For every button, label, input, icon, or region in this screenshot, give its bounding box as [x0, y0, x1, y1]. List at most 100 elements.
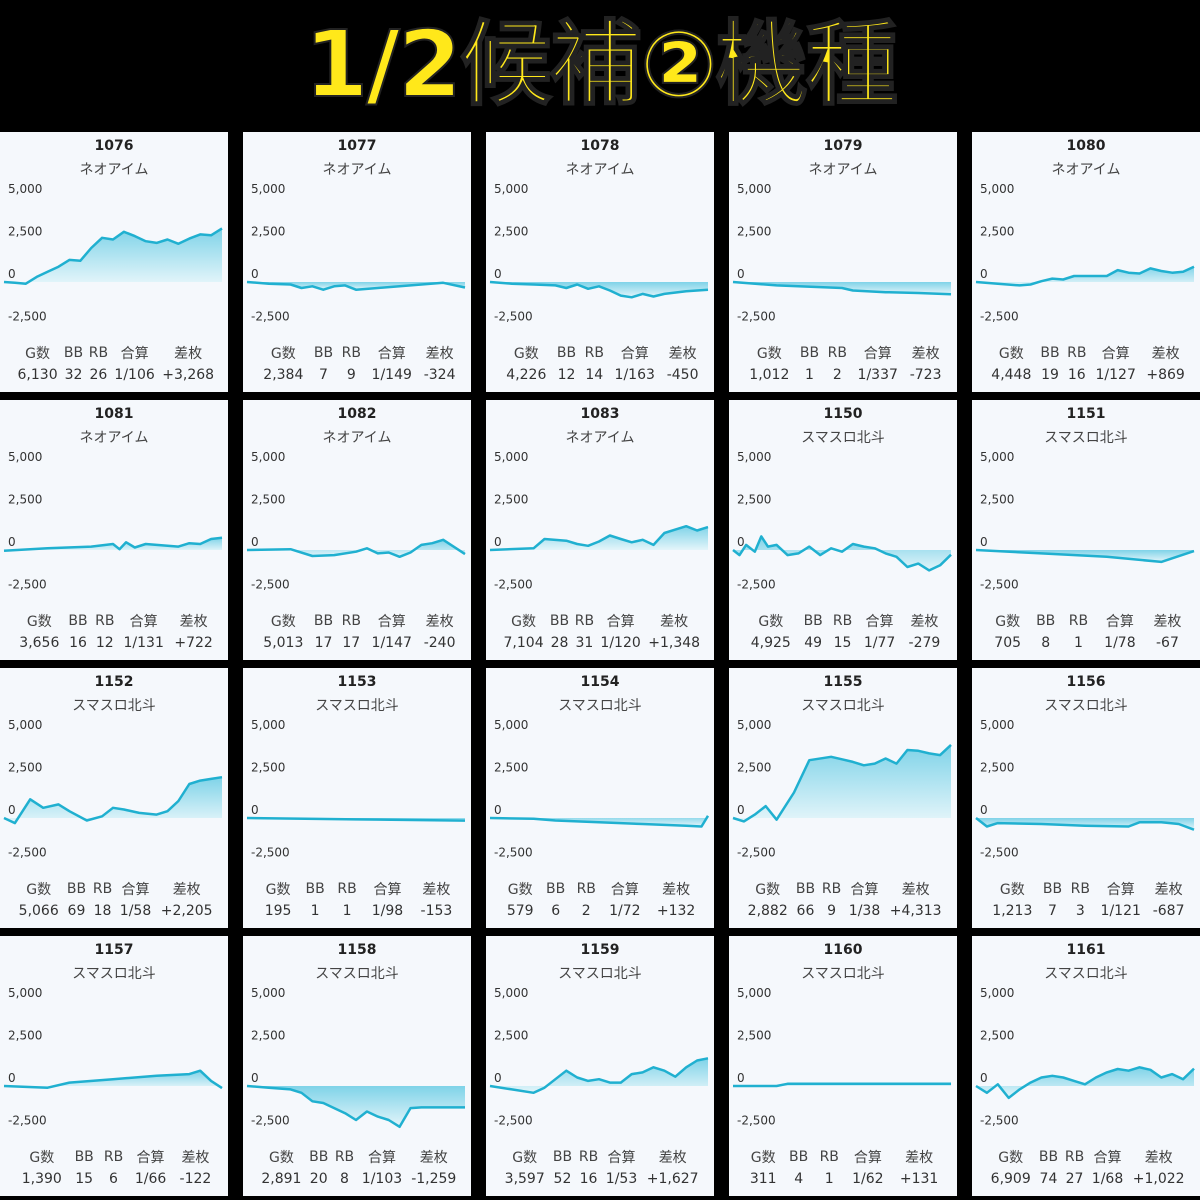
- stat-value-rb: 9: [827, 903, 837, 919]
- stat-header: G数: [270, 614, 296, 630]
- stat-header: BB: [74, 1149, 94, 1165]
- y-tick-label: 5,000: [251, 986, 285, 1000]
- y-tick-label: 0: [8, 803, 16, 817]
- stat-header: 合算: [129, 614, 158, 630]
- machine-id: 1151: [1066, 406, 1106, 422]
- stat-header: 差枚: [179, 614, 208, 630]
- machine-name: ネオアイム: [1051, 162, 1121, 178]
- stat-value-gousan: 1/106: [114, 367, 155, 383]
- series-line: [246, 280, 466, 291]
- stat-header: G数: [268, 1150, 294, 1166]
- stat-value-bb: 52: [553, 1171, 572, 1187]
- stat-value-rb: 8: [340, 1171, 349, 1187]
- series-line: [246, 538, 466, 559]
- y-tick-label: 2,500: [737, 493, 771, 507]
- stat-value-g: 1,012: [749, 367, 790, 383]
- machine-id: 1158: [337, 942, 377, 958]
- stats-table: G数 BB RB 合算 差枚 1,012 1 2 1/337 -723: [743, 342, 947, 386]
- stat-header: RB: [341, 613, 361, 629]
- y-tick-label: 0: [737, 803, 745, 817]
- payout-chart: 5,000 2,500 0 -2,500: [246, 986, 465, 1129]
- stat-value-bb: 66: [796, 903, 815, 919]
- stat-header: G数: [756, 346, 782, 362]
- machine-card: 1077 ネオアイム 5,000 2,500 0 -2,500 G数 BB RB 合算 差枚 2,38…: [243, 132, 471, 392]
- stat-header: BB: [799, 345, 820, 361]
- stats-table: G数 BB RB 合算 差枚 6,130 32 26 1/106 +3,268: [14, 342, 218, 386]
- stat-value-rb: 1: [824, 1171, 834, 1187]
- y-tick-label: -2,500: [980, 846, 1019, 860]
- machine-id: 1152: [94, 674, 134, 690]
- y-tick-label: 5,000: [494, 986, 528, 1000]
- y-tick-label: 5,000: [251, 450, 285, 464]
- payout-chart: 5,000 2,500 0 -2,500: [733, 986, 951, 1128]
- stats-table: G数 BB RB 合算 差枚 579 6 2 1/72 +132: [500, 878, 704, 922]
- stat-header: G数: [755, 882, 781, 898]
- stats-table: G数 BB RB 合算 差枚 2,891 20 8 1/103 -1,259: [257, 1146, 461, 1190]
- stat-header: G数: [265, 882, 291, 898]
- y-tick-label: 5,000: [8, 986, 42, 1000]
- series-area: [733, 536, 951, 571]
- stat-header: 差枚: [1151, 346, 1180, 362]
- stat-value-rb: 12: [95, 635, 114, 651]
- stats-table: G数 BB RB 合算 差枚 6,909 74 27 1/68 +1,022: [986, 1146, 1190, 1190]
- machine-name: スマスロ北斗: [315, 698, 399, 714]
- y-tick-label: 2,500: [8, 493, 42, 507]
- stat-value-gousan: 1/337: [857, 367, 898, 383]
- machine-name: ネオアイム: [322, 430, 392, 446]
- stat-header: 合算: [853, 1150, 882, 1166]
- stat-value-g: 5,066: [18, 903, 59, 919]
- machine-name: ネオアイム: [79, 162, 149, 178]
- stat-header: RB: [584, 345, 604, 361]
- y-tick-label: -2,500: [494, 310, 533, 324]
- y-tick-label: 0: [494, 535, 502, 549]
- stat-header: RB: [334, 1149, 355, 1165]
- stat-header: BB: [795, 881, 816, 897]
- stat-header: BB: [546, 881, 566, 897]
- machine-id: 1081: [94, 406, 134, 422]
- y-tick-label: -2,500: [8, 1114, 47, 1128]
- payout-chart: 5,000 2,500 0 -2,500: [246, 450, 466, 592]
- machine-name: スマスロ北斗: [558, 698, 642, 714]
- stat-header: 合算: [850, 882, 879, 898]
- stat-header: 合算: [367, 1150, 396, 1166]
- y-tick-label: -2,500: [251, 578, 290, 592]
- series-line: [975, 817, 1195, 831]
- machine-id: 1077: [337, 138, 377, 154]
- payout-chart: 5,000 2,500 0 -2,500: [489, 986, 709, 1128]
- stat-header: RB: [578, 1149, 599, 1165]
- stat-header: BB: [66, 881, 87, 897]
- machine-card: 1151 スマスロ北斗 5,000 2,500 0 -2,500 G数 BB RB 合算 差枚 705…: [972, 400, 1200, 660]
- series-area: [976, 1067, 1194, 1098]
- y-tick-label: -2,500: [8, 310, 47, 324]
- machine-id: 1153: [337, 674, 377, 690]
- machine-card: 1157 スマスロ北斗 5,000 2,500 0 -2,500 G数 BB RB 合算 差枚 1,3…: [0, 936, 228, 1196]
- y-tick-label: 0: [494, 1071, 502, 1085]
- y-tick-label: 0: [980, 803, 988, 817]
- payout-chart: 5,000 2,500 0 -2,500: [3, 986, 223, 1128]
- stat-value-rb: 9: [346, 367, 356, 383]
- stat-value-gousan: 1/38: [848, 903, 881, 919]
- y-tick-label: 5,000: [8, 182, 42, 196]
- y-tick-label: 2,500: [980, 493, 1014, 507]
- stat-header: 合算: [607, 1150, 636, 1166]
- stat-value-samai: -723: [909, 367, 942, 383]
- machine-name: スマスロ北斗: [315, 966, 399, 982]
- stat-header: G数: [513, 346, 539, 362]
- stat-value-bb: 6: [551, 903, 561, 919]
- series-line: [732, 535, 952, 572]
- chart-grid: 1076 ネオアイム 5,000 2,500 0 -2,500 G数 BB RB 合算 差枚 6,13…: [0, 132, 1200, 1200]
- machine-id: 1082: [337, 406, 377, 422]
- stat-value-g: 6,130: [17, 367, 58, 383]
- stat-header: RB: [827, 345, 847, 361]
- stat-value-bb: 32: [64, 367, 83, 383]
- y-tick-label: 2,500: [251, 1029, 285, 1043]
- stats-table: G数 BB RB 合算 差枚 2,882 66 9 1/38 +4,313: [743, 878, 947, 922]
- y-tick-label: 2,500: [251, 225, 285, 239]
- series-line: [975, 1066, 1195, 1100]
- stats-table: G数 BB RB 合算 差枚 3,656 16 12 1/131 +722: [14, 610, 218, 654]
- stat-value-samai: -67: [1156, 635, 1179, 651]
- page-title: 1/2候補②機種: [303, 11, 899, 118]
- stat-header: 差枚: [422, 882, 451, 898]
- stat-value-samai: -279: [908, 635, 941, 651]
- payout-chart: 5,000 2,500 0 -2,500: [489, 182, 709, 324]
